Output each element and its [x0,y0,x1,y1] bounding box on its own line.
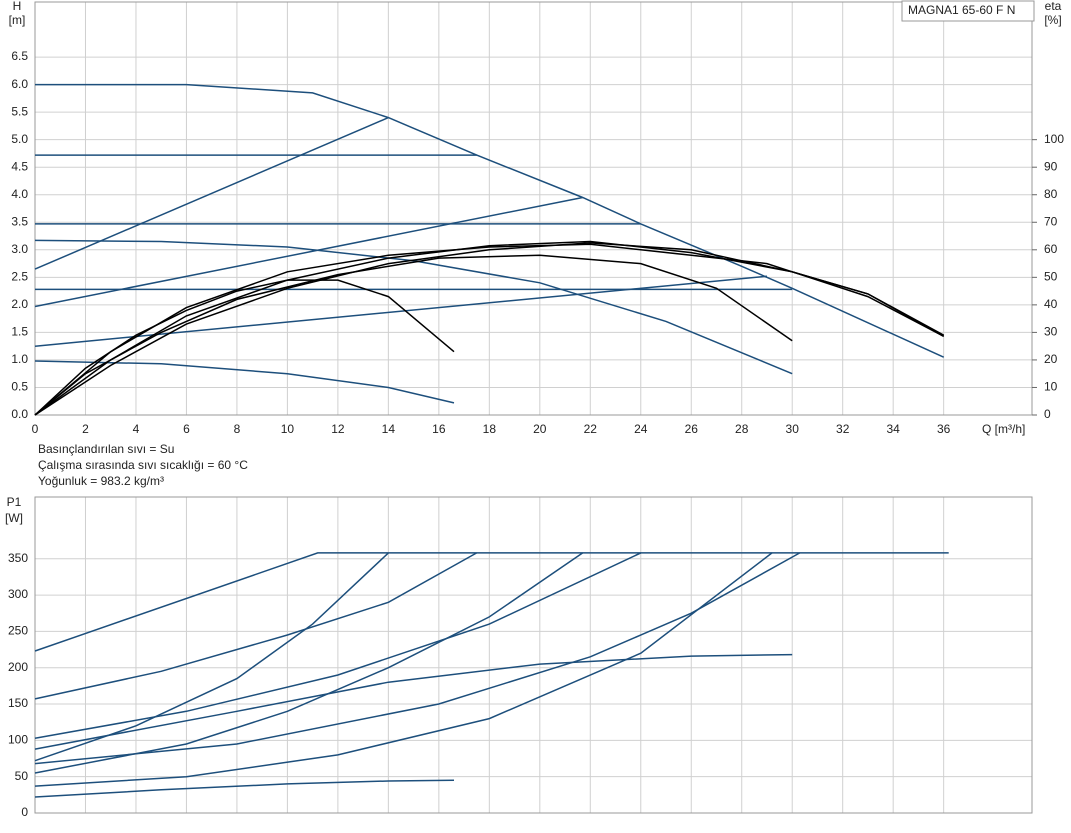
curve [34,279,455,416]
x-label: Q [m³/h] [982,422,1025,436]
x-tick-label: 8 [234,422,241,436]
curve [34,360,455,404]
y-tick-label: 4.5 [11,159,28,173]
y-tick-label: 1.5 [11,325,28,339]
curve [34,552,949,652]
y-tick-label: 6.5 [11,49,28,63]
y-tick-label: 300 [8,587,28,601]
y2-tick-label: 70 [1044,214,1058,228]
y-tick-label: 1.0 [11,352,28,366]
x-tick-label: 20 [533,422,547,436]
curve [34,552,801,765]
legend-box [901,0,1035,22]
x-tick-label: 14 [382,422,396,436]
curve [34,779,455,798]
y-tick-label: 6.0 [11,77,28,91]
y2-tick-label: 60 [1044,242,1058,256]
x-tick-label: 6 [183,422,190,436]
y-tick-label: 2.0 [11,297,28,311]
bottom-plot-frame [34,496,1033,814]
curve [34,196,583,308]
curve [34,552,642,739]
y-unit: [m] [9,13,26,27]
y2-tick-label: 50 [1044,270,1058,284]
top-plot-frame [34,1,1033,416]
x-tick-label: 0 [32,422,39,436]
note: Çalışma sırasında sıvı sıcaklığı = 60 °C [38,458,248,472]
curve [34,552,773,787]
curve [34,552,478,700]
curve [34,116,389,270]
y-tick-label: 0 [21,805,28,819]
y2-tick-label: 0 [1044,407,1051,421]
y-tick-label: 4.0 [11,187,28,201]
y-label: H [13,0,22,13]
y2-tick-label: 30 [1044,325,1058,339]
y-tick-label: 200 [8,660,28,674]
note: Yoğunluk = 983.2 kg/m³ [38,474,164,488]
curve [34,653,793,750]
x-tick-label: 18 [483,422,497,436]
curve [34,552,389,762]
y2-unit: [%] [1044,13,1061,27]
x-tick-label: 26 [685,422,699,436]
y2-tick-label: 80 [1044,187,1058,201]
y2-tick-label: 100 [1044,132,1064,146]
x-tick-label: 32 [836,422,850,436]
x-tick-label: 4 [133,422,140,436]
x-tick-label: 36 [937,422,951,436]
y-tick-label: 350 [8,551,28,565]
y-tick-label: 0.0 [11,407,28,421]
y2-label: eta [1045,0,1062,13]
curve [34,240,945,416]
y-tick-label: 0.5 [11,380,28,394]
y2-tick-label: 20 [1044,352,1058,366]
y-label: P1 [7,495,22,509]
y-tick-label: 5.0 [11,132,28,146]
curve [34,275,768,347]
y-tick-label: 5.5 [11,104,28,118]
y-tick-label: 100 [8,733,28,747]
y-tick-label: 2.5 [11,270,28,284]
y-tick-label: 250 [8,624,28,638]
x-tick-label: 2 [82,422,89,436]
x-tick-label: 10 [281,422,295,436]
note: Basınçlandırılan sıvı = Su [38,442,174,456]
y-tick-label: 3.0 [11,242,28,256]
y-tick-label: 3.5 [11,214,28,228]
pump-title: MAGNA1 65-60 F N [908,3,1015,17]
x-tick-label: 30 [786,422,800,436]
y2-tick-label: 40 [1044,297,1058,311]
curve [35,83,945,358]
curve [34,552,584,774]
curve [34,242,945,416]
y2-tick-label: 90 [1044,159,1058,173]
x-tick-label: 24 [634,422,648,436]
x-tick-label: 28 [735,422,749,436]
y-tick-label: 50 [15,769,29,783]
y2-tick-label: 10 [1044,380,1058,394]
x-tick-label: 12 [331,422,345,436]
x-tick-label: 16 [432,422,446,436]
y-tick-label: 150 [8,696,28,710]
y-unit: [W] [5,511,23,525]
x-tick-label: 22 [584,422,598,436]
x-tick-label: 34 [886,422,900,436]
